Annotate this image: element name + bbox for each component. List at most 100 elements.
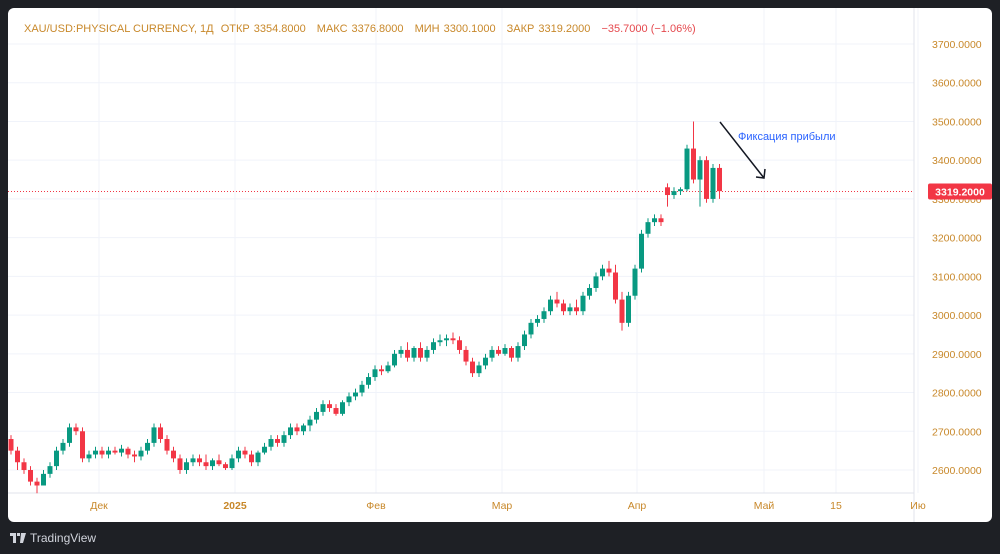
candlestick-chart[interactable]: 2600.0000 2700.0000 2800.0000 2900.0000 3000… bbox=[8, 8, 992, 522]
chart-panel: 2600.0000 2700.0000 2800.0000 2900.0000 3000… bbox=[8, 8, 992, 522]
price-tick-label: 3700.0000 bbox=[932, 39, 982, 51]
candle-body bbox=[197, 458, 202, 463]
candle-body bbox=[502, 348, 508, 354]
candle-body bbox=[567, 307, 573, 312]
candle-body bbox=[41, 473, 46, 486]
candle-body bbox=[671, 191, 677, 196]
candle-body bbox=[327, 404, 332, 409]
candle-body bbox=[476, 365, 482, 374]
candle-body bbox=[561, 303, 566, 312]
candle-body bbox=[593, 276, 599, 288]
candle-body bbox=[645, 222, 651, 234]
tradingview-logo[interactable]: TradingView bbox=[10, 531, 96, 545]
candle-body bbox=[320, 404, 326, 412]
high-value: МАКС 3376.8000 bbox=[317, 23, 408, 35]
candle-body bbox=[684, 148, 690, 190]
candle-body bbox=[522, 334, 527, 347]
annotation-arrow bbox=[719, 121, 765, 179]
high-number: 3376.8000 bbox=[351, 23, 404, 35]
candle-body bbox=[489, 349, 495, 358]
candle-body bbox=[229, 458, 235, 469]
candle-body bbox=[431, 342, 436, 350]
price-tick-label: 3500.0000 bbox=[932, 116, 982, 128]
price-tick-label: 3200.0000 bbox=[932, 233, 982, 245]
price-tick-label: 3400.0000 bbox=[932, 155, 982, 167]
candle-body bbox=[574, 307, 579, 312]
candle-body bbox=[47, 466, 53, 474]
open-label: ОТКР bbox=[220, 23, 250, 35]
candle-body bbox=[359, 384, 365, 393]
price-tick-label: 2800.0000 bbox=[932, 388, 982, 400]
date-tick-label: Дек bbox=[90, 500, 108, 512]
brand-label: TradingView bbox=[30, 531, 97, 545]
candle-body bbox=[106, 450, 111, 455]
symbol-label[interactable]: XAU/USD:PHYSICAL CURRENCY, 1Д bbox=[24, 23, 214, 35]
candle-body bbox=[541, 311, 547, 319]
date-tick-label: Апр bbox=[628, 500, 647, 512]
candle-body bbox=[67, 427, 72, 443]
candle-body bbox=[249, 454, 254, 463]
low-number: 3300.1000 bbox=[443, 23, 496, 35]
price-tag-label: 3319.2000 bbox=[935, 186, 985, 198]
candle-body bbox=[203, 462, 209, 467]
candle-body bbox=[457, 340, 462, 350]
candle-body bbox=[210, 460, 215, 467]
candle-body bbox=[710, 167, 716, 199]
candle-body bbox=[255, 452, 261, 463]
candle-body bbox=[73, 427, 79, 432]
close-value: ЗАКР 3319.2000 bbox=[507, 23, 595, 35]
candle-body bbox=[437, 340, 443, 343]
candle-body bbox=[405, 349, 410, 358]
candle-body bbox=[268, 439, 274, 447]
candle-body bbox=[613, 272, 618, 300]
candle-body bbox=[554, 299, 560, 304]
date-tick-label: Май bbox=[754, 500, 775, 512]
tradingview-logo-icon bbox=[10, 533, 26, 543]
price-tick-label: 3600.0000 bbox=[932, 78, 982, 90]
candle-body bbox=[424, 349, 430, 358]
candle-body bbox=[288, 427, 293, 436]
candle-body bbox=[450, 338, 456, 341]
candle-body bbox=[171, 450, 176, 459]
candle-body bbox=[28, 470, 33, 482]
date-tick-label: Мар bbox=[492, 500, 513, 512]
candle-body bbox=[411, 348, 417, 358]
candle-body bbox=[606, 268, 612, 273]
candle-body bbox=[21, 462, 27, 470]
candle-body bbox=[463, 349, 469, 362]
candle-body bbox=[639, 233, 644, 269]
candle-body bbox=[398, 349, 404, 354]
annotation-arrowhead bbox=[755, 168, 766, 179]
date-tick-label: 2025 bbox=[223, 500, 247, 512]
candle-body bbox=[496, 349, 501, 354]
date-tick-label: Фев bbox=[366, 500, 386, 512]
annotation-label: Фиксация прибыли bbox=[738, 131, 836, 143]
candle-body bbox=[691, 148, 696, 180]
candle-body bbox=[158, 427, 163, 440]
candle-body bbox=[112, 450, 118, 453]
candle-body bbox=[626, 295, 631, 323]
candle-body bbox=[678, 189, 683, 192]
open-number: 3354.8000 bbox=[253, 23, 306, 35]
low-label: МИН bbox=[414, 23, 440, 35]
candle-body bbox=[177, 458, 183, 470]
high-label: МАКС bbox=[316, 23, 348, 35]
candle-body bbox=[548, 299, 553, 312]
price-tick-label: 3000.0000 bbox=[932, 310, 982, 322]
candle-body bbox=[392, 353, 397, 366]
candle-body bbox=[164, 439, 170, 451]
candle-body bbox=[15, 450, 20, 463]
date-tick-label: Ию bbox=[910, 500, 926, 512]
candle-body bbox=[132, 454, 137, 457]
price-tick-label: 2700.0000 bbox=[932, 426, 982, 438]
candle-body bbox=[535, 318, 540, 323]
price-tick-label: 2600.0000 bbox=[932, 465, 982, 477]
candle-body bbox=[54, 450, 59, 467]
candle-body bbox=[80, 431, 85, 459]
open-value: ОТКР 3354.8000 bbox=[221, 23, 310, 35]
candle-body bbox=[86, 454, 92, 459]
price-tag-bg bbox=[928, 183, 992, 200]
candle-body bbox=[294, 427, 300, 432]
candle-body bbox=[470, 361, 475, 374]
